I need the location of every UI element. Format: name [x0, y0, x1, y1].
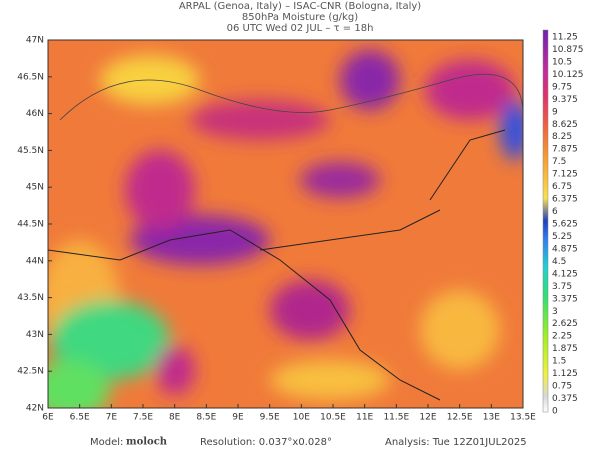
header-line: 06 UTC Wed 02 JUL – τ = 18h — [227, 23, 374, 34]
model-name: moloch — [126, 437, 168, 448]
colorbar-label: 10.875 — [552, 45, 584, 55]
lon-label: 13.5E — [510, 413, 536, 423]
lat-label: 42.5N — [17, 367, 44, 377]
colorbar-label: 1.5 — [552, 357, 566, 367]
lon-label: 7E — [106, 413, 118, 423]
lat-label: 44N — [26, 256, 44, 266]
colorbar-label: 3.375 — [552, 294, 578, 304]
lon-label: 8E — [169, 413, 181, 423]
colorbar-label: 9.375 — [552, 95, 578, 105]
colorbar-label: 3.75 — [552, 282, 572, 292]
colorbar-label: 5.625 — [552, 220, 578, 230]
colorbar-label: 6 — [552, 207, 558, 217]
colorbar-label: 7.875 — [552, 145, 578, 155]
colorbar-label: 8.625 — [552, 120, 578, 130]
lat-label: 47N — [26, 36, 44, 46]
colorbar-label: 0 — [552, 407, 558, 417]
lon-label: 11.5E — [383, 413, 409, 423]
colorbar-label: 3 — [552, 307, 558, 317]
header-line: 850hPa Moisture (g/kg) — [242, 12, 358, 23]
model-label: Model: — [90, 437, 123, 448]
lon-label: 9.5E — [260, 413, 280, 423]
colorbar-label: 10.5 — [552, 57, 572, 67]
colorbar-label: 6.75 — [552, 182, 572, 192]
lat-label: 43.5N — [17, 293, 44, 303]
lon-label: 6E — [42, 413, 54, 423]
lon-label: 10E — [293, 413, 310, 423]
resolution: Resolution: 0.037°x0.028° — [200, 437, 332, 448]
colorbar-label: 9 — [552, 107, 558, 117]
colorbar-label: 6.375 — [552, 195, 578, 205]
lon-label: 13E — [483, 413, 500, 423]
colorbar-label: 8.25 — [552, 132, 572, 142]
colorbar-label: 1.125 — [552, 369, 578, 379]
colorbar-label: 10.125 — [552, 70, 584, 80]
lon-label: 7.5E — [133, 413, 153, 423]
lon-label: 10.5E — [320, 413, 346, 423]
colorbar-label: 5.25 — [552, 232, 572, 242]
lon-label: 9E — [232, 413, 244, 423]
colorbar-label: 2.25 — [552, 332, 572, 342]
colorbar-label: 4.875 — [552, 244, 578, 254]
moisture-field — [48, 40, 523, 408]
lon-label: 6.5E — [70, 413, 90, 423]
colorbar-label: 7.125 — [552, 170, 578, 180]
lon-label: 12.5E — [447, 413, 473, 423]
colorbar-label: 11.25 — [552, 33, 578, 43]
lat-label: 46.5N — [17, 72, 44, 82]
colorbar-label: 0.75 — [552, 382, 572, 392]
analysis: Analysis: Tue 12Z01JUL2025 — [385, 437, 527, 448]
colorbar-label: 1.875 — [552, 344, 578, 354]
lat-label: 43N — [26, 330, 44, 340]
lon-label: 11E — [356, 413, 373, 423]
colorbar-label: 4.125 — [552, 269, 578, 279]
colorbar — [542, 29, 549, 413]
lat-label: 45.5N — [17, 146, 44, 156]
header-line: ARPAL (Genoa, Italy) – ISAC-CNR (Bologna… — [179, 1, 421, 12]
lat-label: 44.5N — [17, 220, 44, 230]
colorbar-label: 2.625 — [552, 319, 578, 329]
colorbar-label: 4.5 — [552, 257, 566, 267]
colorbar-label: 9.75 — [552, 82, 572, 92]
colorbar-label: 7.5 — [552, 157, 566, 167]
lon-label: 8.5E — [196, 413, 216, 423]
lat-label: 46N — [26, 109, 44, 119]
lon-label: 12E — [419, 413, 436, 423]
colorbar-label: 0.375 — [552, 394, 578, 404]
lat-label: 45N — [26, 183, 44, 193]
lat-label: 42N — [26, 404, 44, 414]
